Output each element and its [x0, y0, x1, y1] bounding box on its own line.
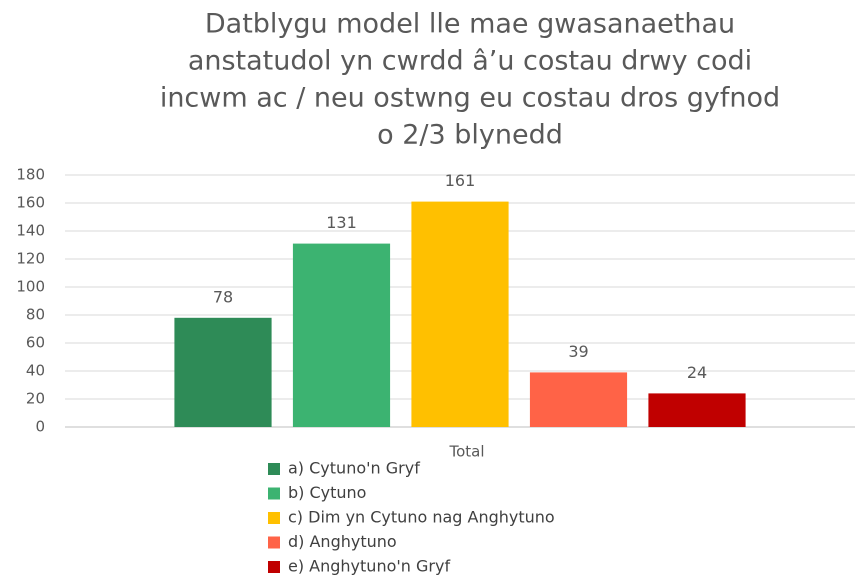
legend-swatch — [268, 561, 280, 573]
chart-title: Datblygu model lle mae gwasanaethau — [205, 9, 735, 40]
data-label: 161 — [445, 171, 476, 190]
bar — [411, 201, 509, 427]
legend-swatch — [268, 463, 280, 475]
y-tick-label: 60 — [26, 334, 45, 352]
data-label: 24 — [687, 363, 707, 382]
legend-label: a) Cytuno'n Gryf — [288, 459, 420, 478]
y-tick-label: 20 — [26, 390, 45, 408]
y-tick-label: 140 — [16, 222, 45, 240]
y-tick-label: 180 — [16, 166, 45, 184]
y-tick-label: 80 — [26, 306, 45, 324]
y-tick-label: 120 — [16, 250, 45, 268]
bar — [292, 243, 391, 427]
legend-label: e) Anghytuno'n Gryf — [288, 557, 450, 575]
bar — [174, 317, 272, 427]
legend-label: b) Cytuno — [288, 483, 366, 502]
legend-label: c) Dim yn Cytuno nag Anghytuno — [288, 508, 555, 527]
bar — [648, 393, 746, 427]
legend-label: d) Anghytuno — [288, 532, 397, 551]
y-tick-label: 40 — [26, 362, 45, 380]
legend-swatch — [268, 512, 280, 524]
data-label: 39 — [568, 342, 588, 361]
y-tick-label: 100 — [16, 278, 45, 296]
y-tick-label: 0 — [35, 418, 45, 436]
data-label: 78 — [213, 287, 233, 306]
data-label: 131 — [326, 213, 357, 232]
chart-title: incwm ac / neu ostwng eu costau dros gyf… — [160, 83, 780, 114]
legend-swatch — [268, 487, 280, 500]
x-tick-label: Total — [448, 443, 484, 461]
bar — [529, 372, 628, 427]
chart-title: anstatudol yn cwrdd â’u costau drwy codi — [188, 46, 752, 77]
legend-swatch — [268, 536, 280, 549]
y-tick-label: 160 — [16, 194, 45, 212]
chart-title: o 2/3 blynedd — [377, 120, 563, 151]
